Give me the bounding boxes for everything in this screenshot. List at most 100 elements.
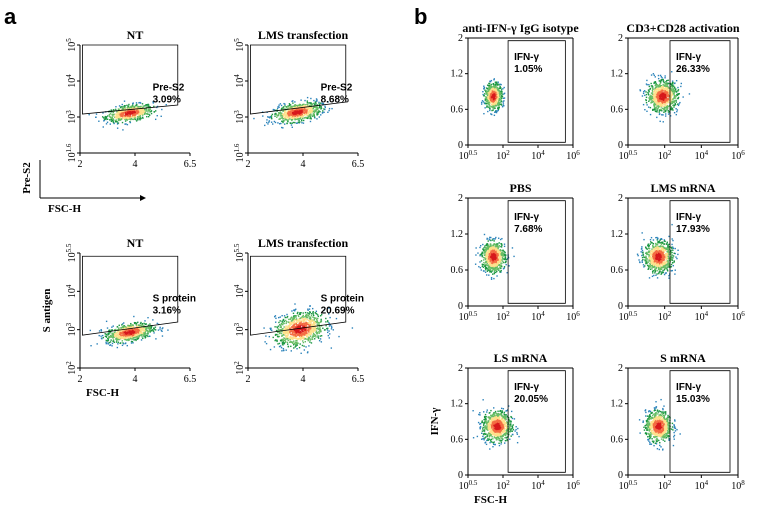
event-dot [338, 335, 340, 338]
event-dot [143, 325, 145, 327]
event-dot [105, 117, 108, 119]
event-dot [496, 92, 498, 94]
event-dot [145, 326, 147, 329]
event-dot [655, 106, 657, 109]
event-dot [491, 113, 493, 116]
event-dot [680, 82, 683, 85]
event-dot [310, 114, 312, 116]
event-dot [671, 80, 674, 82]
event-dot [661, 92, 664, 95]
event-dot [647, 89, 650, 91]
event-dot [318, 329, 321, 331]
event-dot [293, 115, 296, 117]
event-dot [139, 117, 141, 119]
event-dot [114, 115, 116, 117]
event-dot [492, 95, 495, 98]
event-dot [100, 330, 103, 332]
event-dot [116, 115, 119, 118]
event-dot [295, 338, 297, 340]
event-dot [277, 331, 279, 334]
event-dot [279, 339, 282, 342]
event-dot [310, 323, 312, 326]
event-dot [666, 93, 668, 96]
event-dot [664, 106, 667, 109]
event-dot [147, 332, 149, 334]
event-dot [273, 109, 275, 112]
event-dot [301, 109, 303, 112]
event-dot [143, 322, 145, 325]
event-dot [128, 324, 130, 327]
event-dot [670, 106, 672, 108]
event-dot [666, 106, 668, 109]
event-dot [327, 327, 329, 330]
event-dot [287, 117, 289, 119]
event-dot [143, 331, 145, 334]
event-dot [677, 90, 679, 92]
event-dot [299, 332, 301, 334]
event-dot [275, 317, 277, 320]
event-dot [285, 118, 288, 121]
event-dot [127, 116, 130, 119]
event-dot [676, 110, 678, 113]
event-dot [120, 336, 122, 338]
event-dot [309, 317, 312, 319]
event-dot [305, 105, 307, 108]
event-dot [660, 94, 662, 97]
event-dot [280, 108, 283, 110]
event-dot [134, 322, 136, 325]
event-dot [295, 113, 297, 115]
event-dot [659, 105, 662, 107]
event-dot [303, 108, 305, 110]
event-dot [654, 76, 656, 78]
event-dot [278, 112, 281, 114]
event-dot [290, 114, 293, 116]
event-dot [307, 339, 309, 342]
event-dot [306, 351, 309, 354]
event-dot [489, 87, 491, 90]
event-dot [292, 121, 295, 124]
event-dot [282, 340, 284, 342]
event-dot [644, 108, 646, 111]
event-dot [648, 100, 650, 102]
event-dot [666, 99, 668, 101]
event-dot [676, 103, 679, 105]
event-dot [650, 98, 653, 100]
event-dot [132, 336, 134, 339]
event-dot [499, 103, 501, 106]
event-dot [124, 110, 127, 112]
event-dot [144, 330, 147, 332]
event-dot [497, 91, 500, 94]
event-dot [645, 102, 648, 104]
event-dot [127, 114, 129, 116]
event-dot [126, 116, 128, 118]
event-dot [283, 315, 286, 317]
plot-title: NT [127, 28, 144, 42]
event-dot [495, 95, 498, 98]
event-dot [299, 117, 302, 119]
event-dot [659, 86, 662, 88]
event-dot [138, 106, 141, 108]
event-dot [293, 324, 296, 326]
event-dot [308, 109, 311, 112]
event-dot [153, 328, 156, 330]
event-dot [327, 320, 329, 323]
event-dot [131, 328, 133, 330]
event-dot [134, 338, 137, 341]
event-dot [137, 338, 139, 340]
event-dot [301, 113, 303, 116]
event-dot [649, 96, 652, 99]
event-dot [663, 111, 665, 113]
event-dot [503, 97, 506, 99]
event-dot [129, 113, 131, 115]
event-dot [296, 340, 298, 342]
event-dot [294, 117, 296, 119]
event-dot [303, 330, 306, 333]
event-dot [111, 332, 113, 335]
event-dot [121, 337, 123, 339]
event-dot [318, 106, 321, 108]
event-dot [485, 91, 487, 93]
event-dot [487, 96, 489, 99]
event-dot [140, 105, 142, 108]
